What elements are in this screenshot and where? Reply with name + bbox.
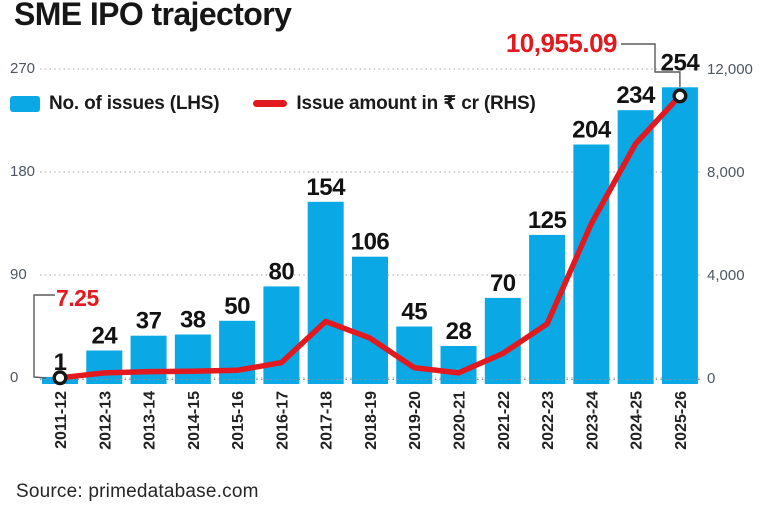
x-axis-label: 2016-17 — [274, 391, 291, 450]
legend-item-amount: Issue amount in ₹ cr (RHS) — [253, 92, 536, 115]
bar-value-label: 24 — [91, 323, 118, 350]
chart-title: SME IPO trajectory — [14, 0, 292, 32]
bar-value-label: 70 — [490, 270, 516, 297]
bar — [529, 234, 566, 384]
x-axis-label: 2011-12 — [53, 391, 70, 449]
bar-value-label: 234 — [616, 82, 656, 109]
bar-value-label: 28 — [446, 318, 472, 345]
bar — [484, 297, 521, 384]
legend-label-issues: No. of issues (LHS) — [49, 92, 220, 114]
x-axis-label: 2019-20 — [407, 391, 424, 450]
callout-line-last — [621, 43, 681, 87]
issue-amount-line — [57, 93, 683, 381]
x-axis-label: 2024-25 — [629, 391, 646, 450]
left-axis-tick: 90 — [10, 266, 27, 283]
bar — [86, 350, 123, 384]
bar-value-label: 106 — [351, 229, 390, 256]
bar — [573, 144, 610, 384]
legend: No. of issues (LHS) Issue amount in ₹ cr… — [10, 92, 536, 115]
bar — [219, 320, 256, 384]
bar — [307, 201, 344, 384]
bar — [263, 286, 300, 384]
bar — [130, 335, 167, 384]
left-axis-tick: 180 — [10, 163, 35, 180]
x-axis-label: 2018-19 — [363, 391, 380, 450]
left-axis-tick: 270 — [10, 60, 35, 77]
bar-value-label: 1 — [54, 349, 67, 376]
right-axis-tick: 8,000 — [707, 164, 745, 181]
x-axis-labels: 2011-12 2012-13 2013-14 2014-15 2015-16 2016-… — [53, 391, 690, 450]
bar — [617, 110, 654, 384]
annotation-last-value: 10,955.09 — [506, 28, 617, 58]
x-axis-label: 2020-21 — [452, 391, 469, 450]
bar-value-label: 154 — [306, 174, 346, 201]
x-axis-label: 2022-23 — [540, 391, 557, 450]
annotation-first-value: 7.25 — [56, 285, 99, 311]
callout-line-first — [33, 294, 55, 379]
bar-value-label: 38 — [180, 307, 206, 334]
line-swatch-icon — [253, 100, 288, 107]
x-axis-label: 2023-24 — [584, 391, 601, 450]
legend-item-issues: No. of issues (LHS) — [10, 92, 220, 115]
left-axis-tick: 0 — [10, 369, 18, 386]
x-axis-label: 2025-26 — [673, 391, 690, 450]
right-axis-tick: 0 — [707, 370, 715, 387]
bar-value-label: 50 — [224, 293, 250, 320]
bar-value-label: 204 — [572, 117, 612, 144]
x-axis-label: 2012-13 — [97, 391, 114, 450]
source-attribution: Source: primedatabase.com — [16, 481, 259, 502]
x-axis-label: 2015-16 — [230, 391, 247, 450]
bar — [351, 256, 388, 384]
x-axis-label: 2013-14 — [142, 391, 159, 450]
x-axis-label: 2021-22 — [496, 391, 513, 450]
right-axis-tick: 12,000 — [707, 61, 753, 78]
line-end-marker — [672, 88, 688, 104]
right-axis-tick: 4,000 — [707, 267, 745, 284]
bar — [396, 326, 433, 384]
bar-value-label: 45 — [401, 299, 427, 326]
x-axis-label: 2014-15 — [186, 391, 203, 450]
legend-label-amount: Issue amount in ₹ cr (RHS) — [296, 93, 536, 114]
line-start-marker — [52, 370, 68, 386]
bar-swatch-icon — [10, 95, 40, 112]
annotations: 7.25 10,955.09 — [33, 28, 681, 379]
bar-value-label: 80 — [269, 258, 295, 285]
x-axis-label: 2017-18 — [319, 391, 336, 450]
bar — [661, 87, 698, 385]
bar-value-label: 125 — [528, 207, 567, 234]
bar-value-label: 37 — [136, 308, 162, 335]
bar — [174, 334, 211, 384]
